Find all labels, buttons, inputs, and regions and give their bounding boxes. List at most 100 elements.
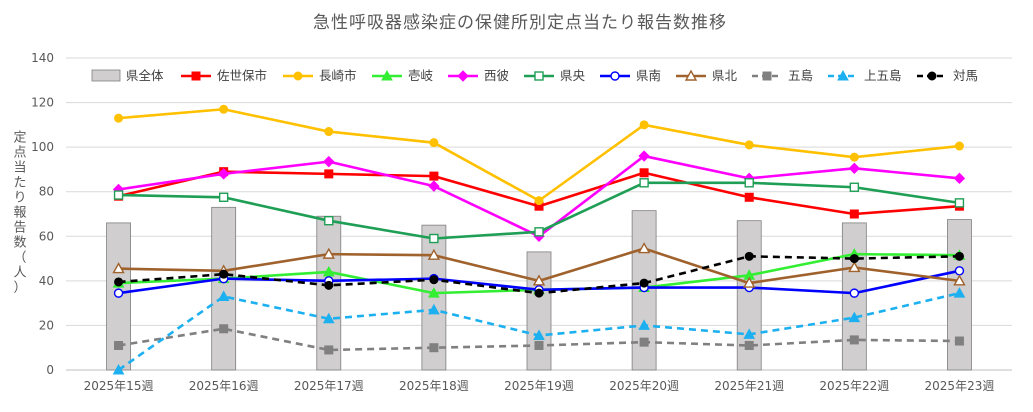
y-axis-label-char: 報 <box>13 206 26 221</box>
y-axis-label-char: り <box>13 191 26 206</box>
y-axis-label-char: 人 <box>13 266 26 281</box>
y-axis-label-char: ） <box>13 281 26 296</box>
legend-item-県南: 県南 <box>600 68 661 83</box>
legend-marker <box>684 69 698 81</box>
y-axis-label-char: た <box>13 176 26 191</box>
line-series <box>112 104 966 375</box>
point-県央-2025年20週 <box>639 178 649 188</box>
point-長崎市-2025年15週 <box>114 113 124 123</box>
bar-2025年17週 <box>316 215 342 371</box>
legend-item-長崎市: 長崎市 <box>283 68 357 83</box>
point-県央-2025年17週 <box>324 215 334 226</box>
legend-swatch <box>91 69 121 82</box>
bar-2025年19週 <box>526 251 552 371</box>
x-tick-label: 2025年22週 <box>819 379 889 393</box>
legend-marker <box>457 70 469 82</box>
x-tick-label: 2025年20週 <box>609 379 679 393</box>
series-県央 <box>113 178 965 244</box>
legend-item-対馬: 対馬 <box>917 68 978 83</box>
point-上五島-2025年15週 <box>112 363 125 375</box>
point-長崎市-2025年16週 <box>219 104 229 114</box>
y-tick-label: 140 <box>31 51 54 65</box>
point-五島-2025年15週 <box>114 340 124 350</box>
point-西彼-2025年18週 <box>428 180 440 192</box>
legend-item-県央: 県央 <box>524 68 586 83</box>
point-西彼-2025年17週 <box>323 155 335 168</box>
y-axis-label-char: 定 <box>13 131 26 146</box>
y-axis-label-char: 点 <box>13 146 26 161</box>
y-axis-label-char: （ <box>13 251 26 266</box>
point-壱岐-2025年17週 <box>322 265 335 277</box>
x-tick-label: 2025年17週 <box>294 379 364 393</box>
legend-label: 県南 <box>636 68 661 83</box>
legend-label: 西彼 <box>484 68 509 83</box>
point-県北-2025年20週 <box>637 242 651 254</box>
legend-label: 県央 <box>560 68 586 83</box>
x-tick-label: 2025年16週 <box>189 379 259 393</box>
legend-label: 佐世保市 <box>217 68 267 83</box>
point-対馬-2025年20週 <box>639 278 649 288</box>
legend-item-上五島: 上五島 <box>828 68 902 83</box>
point-県南-2025年23週 <box>954 266 965 276</box>
point-対馬-2025年23週 <box>954 251 964 261</box>
y-tick-label: 60 <box>39 229 54 243</box>
legend-label: 壱岐 <box>408 68 434 83</box>
point-県央-2025年15週 <box>113 190 124 200</box>
legend-marker <box>293 71 303 81</box>
point-県北-2025年21週 <box>743 276 756 288</box>
legend-label: 県北 <box>712 68 738 83</box>
point-上五島-2025年16週 <box>217 290 230 301</box>
point-対馬-2025年17週 <box>324 280 334 290</box>
point-佐世保市-2025年21週 <box>744 192 754 202</box>
point-西彼-2025年23週 <box>953 172 966 185</box>
series-五島 <box>114 324 964 355</box>
y-axis-label: 定点当たり報告数（人） <box>13 131 26 296</box>
point-対馬-2025年19週 <box>534 288 544 298</box>
legend-item-壱岐: 壱岐 <box>372 68 434 83</box>
y-tick-label: 20 <box>39 318 54 332</box>
legend-label: 対馬 <box>953 68 978 83</box>
legend-item-県全体: 県全体 <box>91 68 164 83</box>
point-県央-2025年22週 <box>849 182 860 192</box>
point-五島-2025年19週 <box>534 340 544 350</box>
y-axis: 0 20 40 60 80 100 120 140 <box>31 51 54 377</box>
point-佐世保市-2025年18週 <box>429 171 439 181</box>
legend-label: 上五島 <box>864 68 902 83</box>
point-長崎市-2025年23週 <box>954 141 964 151</box>
series-県北 <box>112 242 966 288</box>
point-五島-2025年16週 <box>219 324 229 334</box>
point-五島-2025年23週 <box>954 336 964 346</box>
point-県北-2025年19週 <box>532 274 546 286</box>
point-五島-2025年18週 <box>429 343 439 353</box>
chart-title: 急性呼吸器感染症の保健所別定点当たり報告数推移 <box>313 13 727 33</box>
series-長崎市 <box>114 104 964 206</box>
series-上五島 <box>112 287 966 375</box>
y-tick-label: 100 <box>31 140 54 154</box>
point-県北-2025年23週 <box>953 274 966 286</box>
point-上五島-2025年17週 <box>322 312 335 324</box>
y-axis-label-text: 定点当たり報告数（人） <box>13 131 26 296</box>
series-対馬 <box>114 251 964 298</box>
y-axis-label-char: 告 <box>13 221 26 236</box>
x-tick-label: 2025年19週 <box>504 379 574 393</box>
legend-marker <box>610 71 620 81</box>
series-佐世保市 <box>114 167 964 219</box>
point-対馬-2025年15週 <box>114 277 124 287</box>
legend-marker <box>837 69 849 81</box>
point-長崎市-2025年18週 <box>429 138 439 148</box>
legend-item-県北: 県北 <box>676 68 738 83</box>
x-tick-label: 2025年23週 <box>925 379 995 393</box>
legend-label: 五島 <box>788 68 813 83</box>
point-上五島-2025年22週 <box>848 311 861 323</box>
legend-item-西彼: 西彼 <box>448 68 509 83</box>
point-県南-2025年22週 <box>849 288 860 298</box>
point-長崎市-2025年21週 <box>744 140 754 150</box>
point-長崎市-2025年22週 <box>849 152 859 162</box>
x-tick-label: 2025年21週 <box>714 379 784 393</box>
point-長崎市-2025年19週 <box>534 196 544 206</box>
x-tick-label: 2025年15週 <box>84 379 154 393</box>
point-上五島-2025年23週 <box>953 287 966 298</box>
point-西彼-2025年20週 <box>638 150 650 162</box>
point-県北-2025年17週 <box>322 247 335 259</box>
point-長崎市-2025年17週 <box>324 127 334 137</box>
